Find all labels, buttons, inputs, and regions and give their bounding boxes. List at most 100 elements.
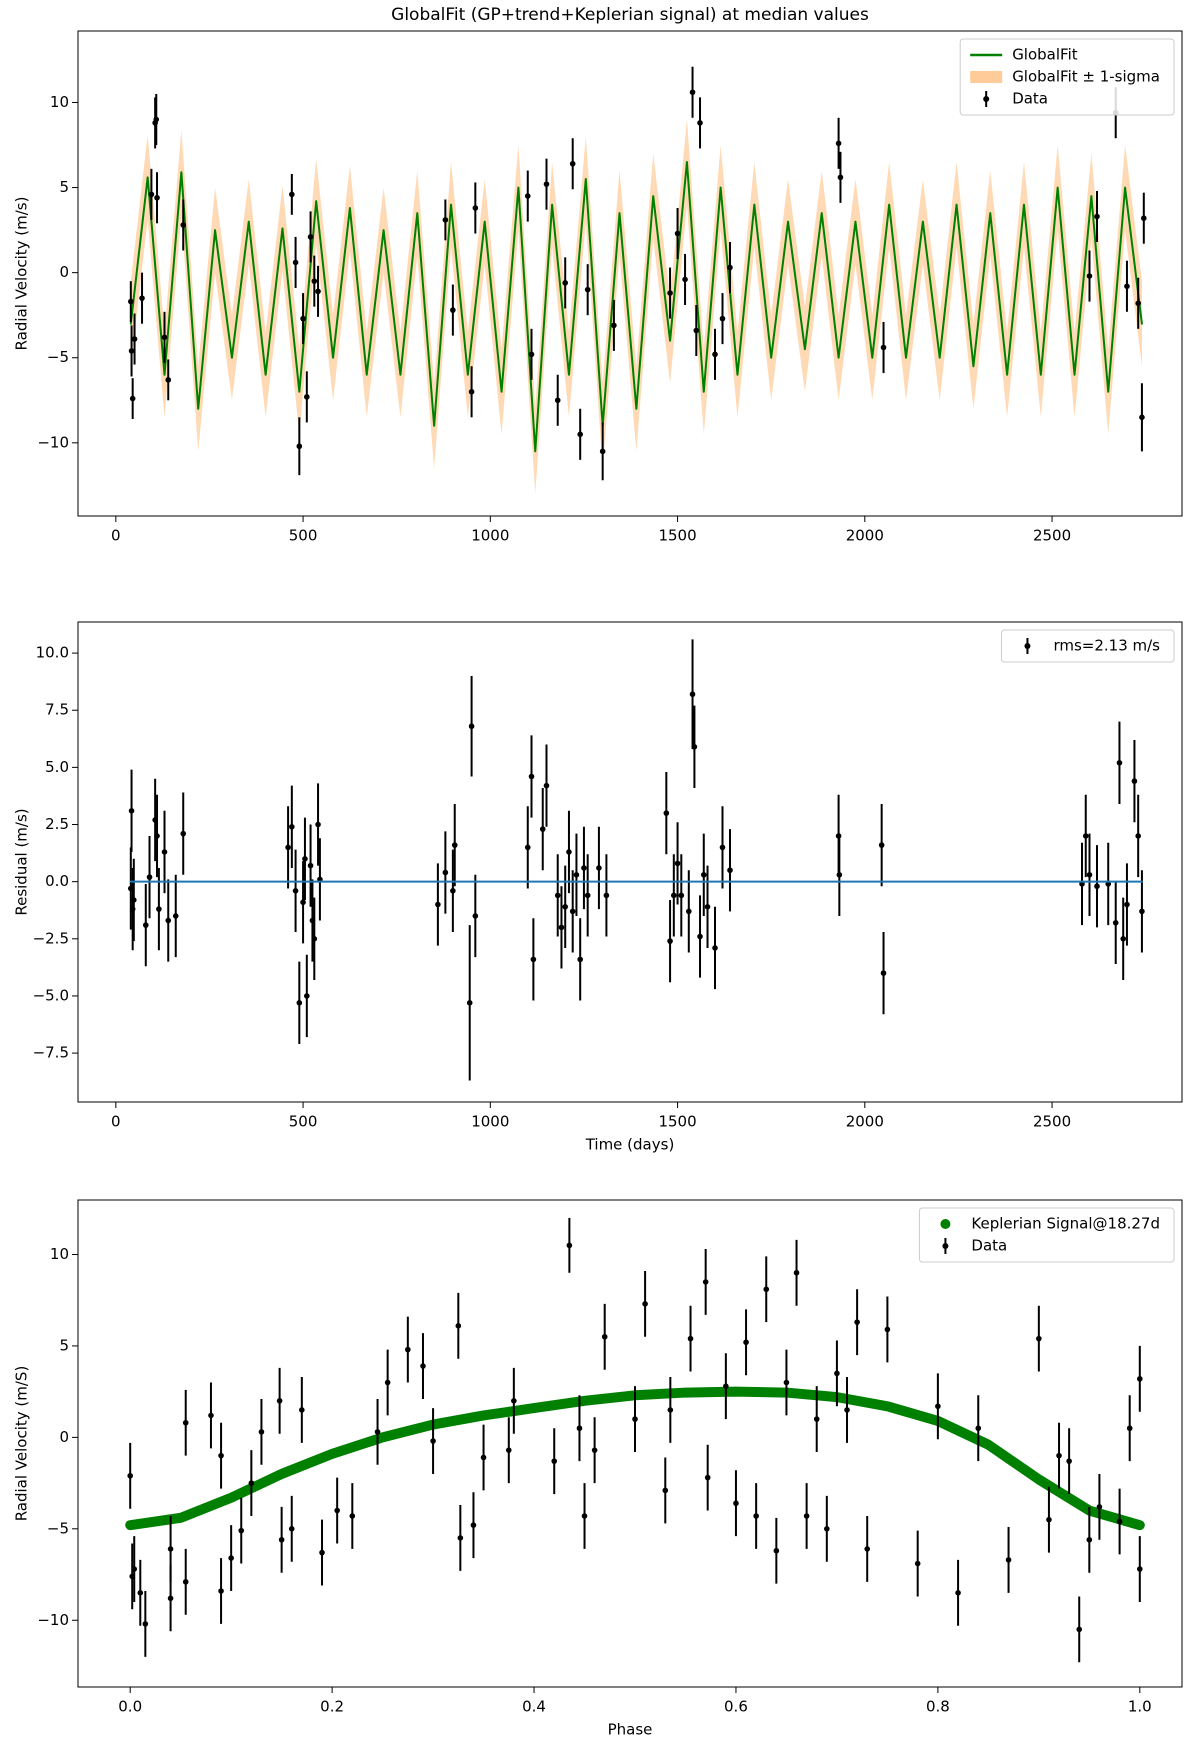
data-point <box>524 844 531 851</box>
data-point <box>1116 760 1123 766</box>
legend-box <box>959 38 1175 116</box>
y-tick-label: −5 <box>47 1519 69 1537</box>
data-point <box>674 860 681 867</box>
data-point <box>584 286 591 293</box>
data-point <box>276 1397 283 1404</box>
data-point <box>505 1447 512 1453</box>
data-point <box>1086 273 1093 279</box>
data-point <box>285 844 291 851</box>
data-point <box>551 1458 558 1464</box>
data-point <box>430 1438 436 1444</box>
data-point <box>304 394 310 400</box>
data-point <box>1094 883 1100 890</box>
data-point <box>258 1429 265 1435</box>
axes-frame <box>77 1199 1183 1688</box>
data-point <box>878 842 885 848</box>
data-point <box>289 191 295 198</box>
data-point <box>689 691 696 698</box>
y-tick-label: 5.0 <box>45 758 69 776</box>
x-tick-label: 0 <box>111 527 121 545</box>
data-point <box>450 888 456 894</box>
data-point <box>167 1595 174 1602</box>
data-point <box>296 1000 303 1006</box>
x-tick-label: 0.2 <box>320 1698 344 1716</box>
data-point <box>455 1323 462 1329</box>
legend: rms=2.13 m/s <box>1000 629 1175 663</box>
data-point <box>697 933 703 940</box>
data-point <box>837 174 844 181</box>
data-point <box>304 993 310 999</box>
data-point <box>296 443 303 450</box>
x-tick-label: 500 <box>289 527 318 545</box>
plot-area <box>125 1217 1145 1663</box>
data-point <box>530 956 537 963</box>
legend: GlobalFit GlobalFit ± 1-sigma Data <box>959 38 1175 116</box>
data-point <box>1056 1452 1062 1459</box>
data-point <box>632 1416 638 1422</box>
data-point <box>577 956 583 963</box>
data-point <box>139 295 145 301</box>
data-point <box>562 904 569 910</box>
data-point <box>719 315 726 322</box>
legend-label: Keplerian Signal@18.27d <box>971 1215 1160 1233</box>
data-point <box>218 1588 224 1594</box>
data-point <box>1086 1536 1093 1543</box>
x-tick-label: 2500 <box>1033 527 1071 545</box>
data-point <box>278 1536 285 1543</box>
data-point <box>591 1447 598 1453</box>
data-point <box>129 395 136 402</box>
data-point <box>307 234 314 240</box>
data-point <box>569 160 576 167</box>
data-point <box>596 865 602 871</box>
data-point <box>824 1526 830 1532</box>
data-point <box>719 844 726 851</box>
data-point <box>130 897 137 903</box>
data-point <box>511 1397 517 1404</box>
data-point <box>435 901 441 908</box>
data-point <box>131 336 138 342</box>
y-tick-label: −5 <box>47 348 69 366</box>
data-point <box>671 892 677 899</box>
data-point <box>601 1333 608 1340</box>
data-point <box>562 280 569 286</box>
data-point <box>470 1522 477 1528</box>
data-point <box>300 899 306 906</box>
data-point <box>315 288 321 295</box>
data-point <box>1116 1518 1123 1525</box>
x-tick-label: 500 <box>289 1113 318 1131</box>
data-point <box>836 872 843 878</box>
y-tick-label: −7.5 <box>33 1044 69 1062</box>
legend-swatch <box>983 96 990 102</box>
y-tick-label: −10 <box>37 433 69 451</box>
data-point <box>558 924 565 931</box>
legend: Keplerian Signal@18.27d Data <box>918 1207 1175 1263</box>
data-point <box>420 1363 426 1369</box>
data-point <box>182 1419 189 1426</box>
y-tick-label: 10 <box>50 93 69 111</box>
data-point <box>208 1412 214 1419</box>
y-tick-label: 0 <box>59 1428 69 1446</box>
data-point <box>1005 1557 1012 1563</box>
data-point <box>611 322 617 329</box>
x-tick-label: 0.4 <box>522 1698 546 1716</box>
data-point <box>405 1346 411 1353</box>
x-tick-label: 0.8 <box>926 1698 950 1716</box>
legend-box <box>1000 629 1175 663</box>
x-tick-label: 1500 <box>658 527 696 545</box>
data-point <box>1124 901 1130 908</box>
data-point <box>793 1269 800 1276</box>
y-tick-label: 5 <box>59 178 69 196</box>
data-point <box>687 1335 694 1342</box>
data-point <box>1139 908 1145 915</box>
y-axis-label: Radial Velocity (m/s) <box>13 197 31 351</box>
data-point <box>880 344 887 351</box>
y-tick-label: −5.0 <box>33 986 69 1004</box>
legend-swatch <box>942 1243 949 1249</box>
data-point <box>704 904 711 910</box>
data-point <box>1120 936 1127 942</box>
data-point <box>678 892 685 899</box>
data-point <box>914 1560 921 1567</box>
data-point <box>727 867 733 874</box>
data-point <box>763 1286 770 1293</box>
